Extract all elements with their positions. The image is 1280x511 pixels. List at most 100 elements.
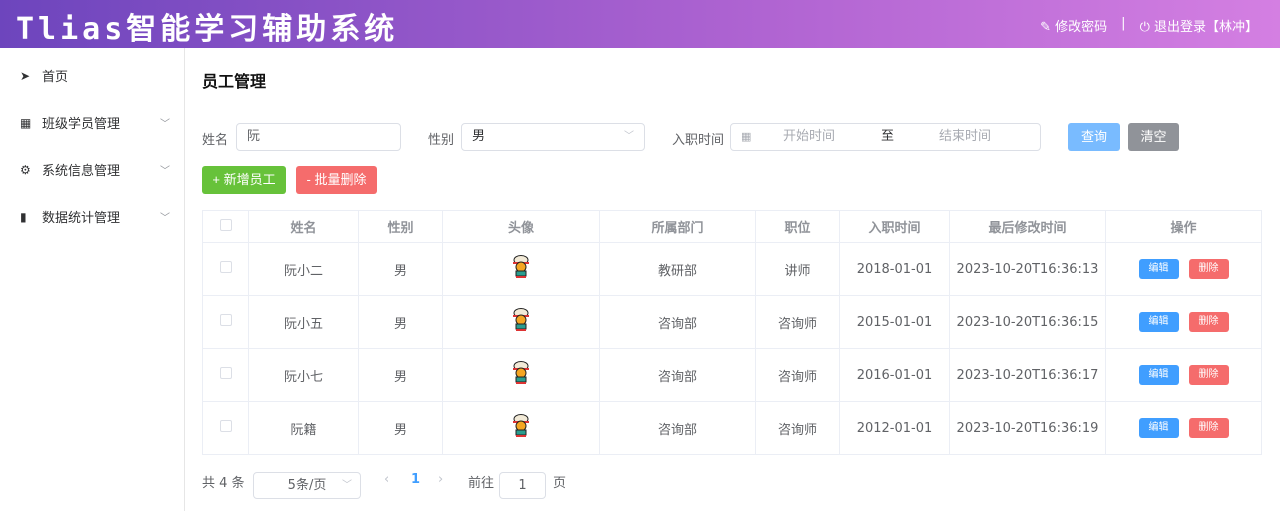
cell-job: 讲师 xyxy=(755,242,840,296)
delete-button[interactable]: 删除 xyxy=(1188,365,1229,385)
col-header: 入职时间 xyxy=(839,210,950,243)
cell-gender: 男 xyxy=(358,348,443,402)
avatar xyxy=(442,295,600,349)
avatar-image xyxy=(513,255,529,278)
cell-dept: 教研部 xyxy=(599,242,756,296)
cell-job: 咨询师 xyxy=(755,295,840,349)
change-password-link[interactable]: ✎ 修改密码 xyxy=(1040,20,1108,35)
col-header: 操作 xyxy=(1105,210,1262,243)
cell-job: 咨询师 xyxy=(755,401,840,455)
sidebar-item-home[interactable]: ➤ 首页 xyxy=(20,66,170,86)
logout-label: 退出登录【林冲】 xyxy=(1153,20,1258,35)
checkbox[interactable] xyxy=(219,261,232,273)
checkbox[interactable] xyxy=(219,218,232,231)
col-header: 最后修改时间 xyxy=(949,210,1106,243)
sidebar-item-label: 首页 xyxy=(42,70,69,85)
table-row: 阮小五 男 咨询部 咨询师 2015-01-01 2023-10-20T16:3… xyxy=(202,295,1262,349)
cell-name: 阮小五 xyxy=(248,295,359,349)
avatar-image xyxy=(513,361,529,384)
end-date-input[interactable]: 结束时间 xyxy=(939,129,992,144)
batch-delete-button[interactable]: - 批量删除 xyxy=(296,166,377,194)
page-suffix: 页 xyxy=(553,476,567,491)
chevron-down-icon: ﹀ xyxy=(160,213,170,224)
cell-dept: 咨询部 xyxy=(599,348,756,402)
date-label: 入职时间 xyxy=(672,133,725,148)
cell-updated: 2023-10-20T16:36:13 xyxy=(949,242,1106,296)
delete-button[interactable]: 删除 xyxy=(1188,312,1229,332)
sidebar: ➤ 首页 ▦ 班级学员管理 ﹀ ⚙ 系统信息管理 ﹀ ▮ 数据统计管理 ﹀ xyxy=(0,48,185,511)
avatar-image xyxy=(513,414,529,437)
col-header: 头像 xyxy=(442,210,600,243)
clear-button[interactable]: 清空 xyxy=(1128,123,1179,151)
sidebar-item-label: 系统信息管理 xyxy=(42,164,121,179)
grid-icon: ▦ xyxy=(20,115,32,130)
cell-entry-date: 2016-01-01 xyxy=(839,348,950,402)
delete-button[interactable]: 删除 xyxy=(1188,259,1229,279)
date-separator: 至 xyxy=(881,129,895,144)
avatar xyxy=(442,242,600,296)
page-size-value: 5条/页 xyxy=(287,478,327,493)
cell-actions: 编辑 删除 xyxy=(1105,401,1262,455)
col-header: 职位 xyxy=(755,210,840,243)
date-range-picker[interactable]: ▦ 开始时间 至 结束时间 xyxy=(730,123,1041,151)
cell-name: 阮籍 xyxy=(248,401,359,455)
cell-entry-date: 2012-01-01 xyxy=(839,401,950,455)
change-password-label: 修改密码 xyxy=(1055,20,1108,35)
edit-button[interactable]: 编辑 xyxy=(1138,259,1179,279)
chevron-down-icon: ﹀ xyxy=(160,119,170,130)
gender-select[interactable]: 男 ﹀ xyxy=(461,123,645,151)
checkbox[interactable] xyxy=(219,314,232,326)
paper-plane-icon: ➤ xyxy=(20,68,31,83)
cell-updated: 2023-10-20T16:36:15 xyxy=(949,295,1106,349)
start-date-input[interactable]: 开始时间 xyxy=(783,129,836,144)
page-size-select[interactable]: 5条/页 ﹀ xyxy=(253,472,361,499)
row-select[interactable] xyxy=(202,242,249,296)
sidebar-item-label: 班级学员管理 xyxy=(42,117,121,132)
avatar-image xyxy=(513,308,529,331)
prev-page-button[interactable]: ‹ xyxy=(384,472,390,487)
query-button[interactable]: 查询 xyxy=(1068,123,1120,151)
cell-name: 阮小七 xyxy=(248,348,359,402)
name-input[interactable]: 阮 xyxy=(236,123,401,151)
table-row: 阮小二 男 教研部 讲师 2018-01-01 2023-10-20T16:36… xyxy=(202,242,1262,296)
row-select[interactable] xyxy=(202,348,249,402)
edit-button[interactable]: 编辑 xyxy=(1138,418,1179,438)
table-row: 阮籍 男 咨询部 咨询师 2012-01-01 2023-10-20T16:36… xyxy=(202,401,1262,455)
goto-page-input[interactable]: 1 xyxy=(499,472,546,499)
edit-button[interactable]: 编辑 xyxy=(1138,312,1179,332)
calendar-icon: ▦ xyxy=(741,130,752,143)
chevron-down-icon: ﹀ xyxy=(160,166,170,177)
cell-gender: 男 xyxy=(358,242,443,296)
sidebar-item-stats[interactable]: ▮ 数据统计管理 ﹀ xyxy=(20,207,170,227)
logout-link[interactable]: ⏻ 退出登录【林冲】 xyxy=(1139,20,1258,35)
cell-updated: 2023-10-20T16:36:19 xyxy=(949,401,1106,455)
name-label: 姓名 xyxy=(202,133,229,148)
edit-button[interactable]: 编辑 xyxy=(1138,365,1179,385)
goto-label: 前往 xyxy=(468,476,495,491)
sidebar-item-class[interactable]: ▦ 班级学员管理 ﹀ xyxy=(20,113,170,133)
avatar xyxy=(442,401,600,455)
app-title: Tlias智能学习辅助系统 xyxy=(16,12,399,47)
chevron-down-icon: ﹀ xyxy=(624,131,634,142)
page-number[interactable]: 1 xyxy=(411,472,421,487)
delete-button[interactable]: 删除 xyxy=(1188,418,1229,438)
row-select[interactable] xyxy=(202,401,249,455)
checkbox[interactable] xyxy=(219,367,232,379)
row-select[interactable] xyxy=(202,295,249,349)
bar-chart-icon: ▮ xyxy=(20,209,27,224)
cell-actions: 编辑 删除 xyxy=(1105,295,1262,349)
total-count: 共 4 条 xyxy=(202,476,245,491)
cell-dept: 咨询部 xyxy=(599,401,756,455)
next-page-button[interactable]: › xyxy=(438,472,444,487)
cell-actions: 编辑 删除 xyxy=(1105,348,1262,402)
col-header: 姓名 xyxy=(248,210,359,243)
header: Tlias智能学习辅助系统 ✎ 修改密码 | ⏻ 退出登录【林冲】 xyxy=(0,0,1280,48)
sidebar-item-system[interactable]: ⚙ 系统信息管理 ﹀ xyxy=(20,160,170,180)
gender-label: 性别 xyxy=(428,133,455,148)
cell-entry-date: 2018-01-01 xyxy=(839,242,950,296)
chevron-down-icon: ﹀ xyxy=(342,480,352,491)
col-header: 所属部门 xyxy=(599,210,756,243)
checkbox[interactable] xyxy=(219,420,232,432)
add-employee-button[interactable]: + 新增员工 xyxy=(202,166,286,194)
select-all[interactable] xyxy=(202,210,249,243)
